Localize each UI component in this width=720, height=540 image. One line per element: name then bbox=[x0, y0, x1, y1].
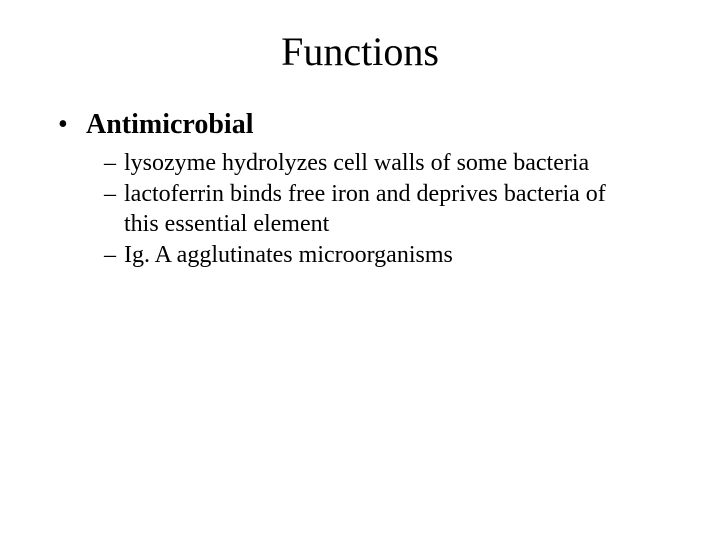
bullet-level2-text: Ig. A agglutinates microorganisms bbox=[124, 241, 453, 270]
bullet-level1: • Antimicrobial bbox=[58, 109, 680, 141]
dash-marker: – bbox=[104, 241, 124, 270]
dash-marker: – bbox=[104, 149, 124, 178]
bullet-level1-text: Antimicrobial bbox=[86, 109, 253, 141]
bullet-marker: • bbox=[58, 109, 86, 141]
bullet-level2-text: lysozyme hydrolyzes cell walls of some b… bbox=[124, 149, 589, 178]
slide-title: Functions bbox=[40, 28, 680, 75]
bullet-level2: – Ig. A agglutinates microorganisms bbox=[104, 241, 680, 270]
slide-container: Functions • Antimicrobial – lysozyme hyd… bbox=[0, 0, 720, 540]
dash-marker: – bbox=[104, 180, 124, 209]
bullet-level2: – lysozyme hydrolyzes cell walls of some… bbox=[104, 149, 680, 178]
sub-bullet-list: – lysozyme hydrolyzes cell walls of some… bbox=[104, 149, 680, 270]
bullet-level2-text: lactoferrin binds free iron and deprives… bbox=[124, 180, 624, 239]
bullet-level2: – lactoferrin binds free iron and depriv… bbox=[104, 180, 680, 239]
